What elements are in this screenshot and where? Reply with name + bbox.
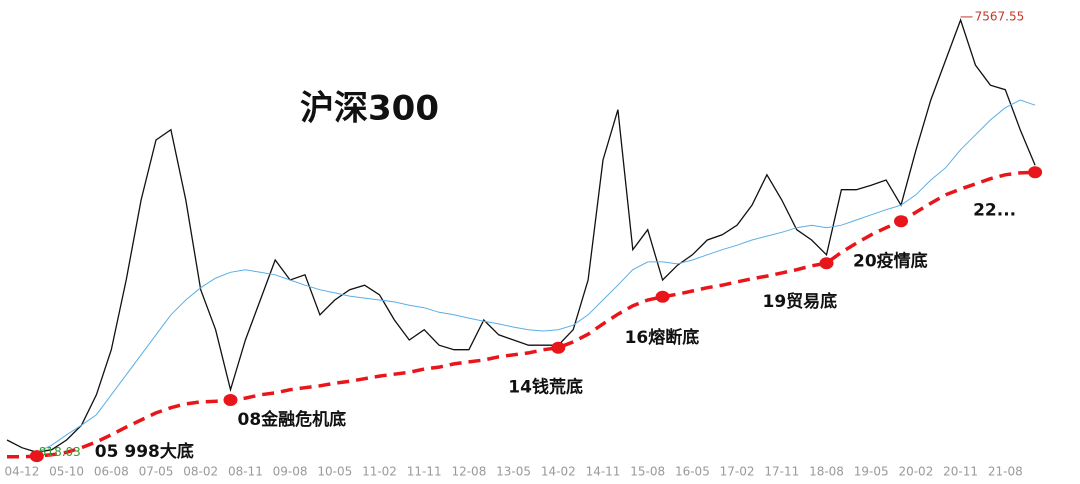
- x-tick-label: 15-08: [630, 465, 665, 479]
- annotation: 05 998大底: [95, 441, 194, 462]
- x-tick-label: 06-08: [94, 465, 129, 479]
- series-line: [36, 99, 1036, 453]
- x-tick-label: 20-02: [898, 465, 933, 479]
- x-tick-label: 04-12: [4, 465, 39, 479]
- x-tick-label: 17-11: [764, 465, 799, 479]
- bottom-dot: [29, 450, 44, 463]
- annotation: 08金融危机底: [238, 409, 347, 430]
- bottom-dot: [655, 290, 670, 303]
- x-tick-label: 14-11: [586, 465, 621, 479]
- x-tick-label: 19-05: [854, 465, 889, 479]
- x-tick-label: 14-02: [541, 465, 576, 479]
- annotation: 20疫情底: [853, 250, 928, 271]
- bottom-dot: [551, 341, 566, 354]
- x-tick-label: 05-10: [49, 465, 84, 479]
- max-label: 7567.55: [975, 9, 1025, 23]
- x-tick-label: 13-05: [496, 465, 531, 479]
- x-tick-label: 10-05: [317, 465, 352, 479]
- support-line: [7, 170, 1036, 459]
- x-tick-label: 07-05: [139, 465, 174, 479]
- annotation: 22...: [973, 200, 1016, 220]
- x-tick-label: 08-11: [228, 465, 263, 479]
- x-tick-label: 21-08: [988, 465, 1023, 479]
- x-tick-label: 18-08: [809, 465, 844, 479]
- x-tick-label: 09-08: [273, 465, 308, 479]
- chart-title: 沪深300: [300, 89, 439, 129]
- annotation: 14钱荒底: [508, 377, 583, 398]
- x-tick-label: 11-02: [362, 465, 397, 479]
- bottom-dot: [894, 215, 908, 228]
- x-tick-label: 12-08: [451, 465, 486, 479]
- x-tick-label: 20-11: [943, 465, 978, 479]
- bottom-dot: [223, 394, 238, 406]
- annotation: 19贸易底: [763, 291, 838, 312]
- bottom-dot: [1028, 166, 1043, 179]
- annotation: 16熔断底: [625, 327, 700, 348]
- x-tick-label: 16-05: [675, 465, 710, 479]
- x-tick-label: 17-02: [720, 465, 755, 479]
- min-label: 818.03: [39, 445, 81, 459]
- x-tick-label: 08-02: [183, 465, 218, 479]
- series-line: [6, 18, 1036, 453]
- bottom-dot: [819, 257, 834, 270]
- x-tick-label: 11-11: [407, 465, 442, 479]
